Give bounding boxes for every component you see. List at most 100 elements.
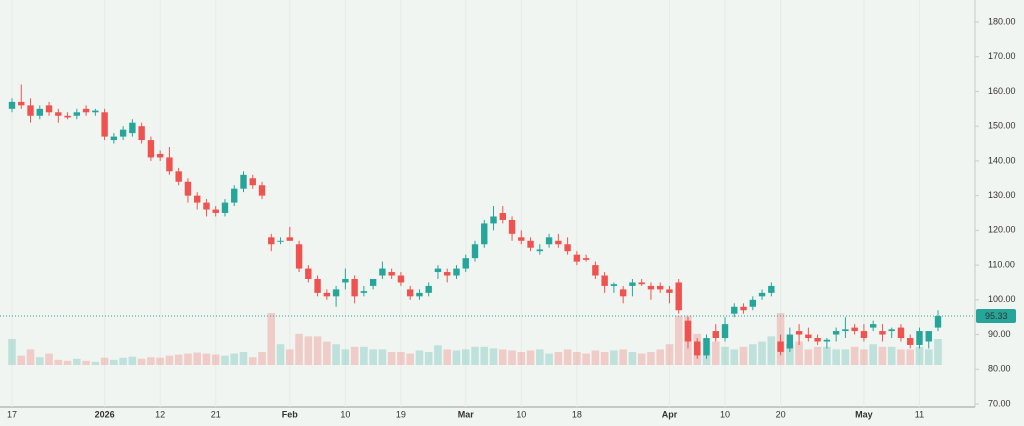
candle-body — [45, 105, 53, 113]
candle-body — [73, 112, 81, 116]
candle-body — [555, 240, 562, 245]
volume-bar — [795, 341, 803, 365]
candle-body — [675, 282, 682, 311]
candle-body — [527, 240, 534, 248]
volume-bar — [230, 353, 239, 365]
volume-bar — [63, 360, 72, 365]
volume-bar — [526, 350, 535, 365]
candle-body — [768, 285, 775, 293]
volume-bar — [184, 353, 192, 365]
volume-bar — [73, 358, 81, 365]
candle-body — [138, 126, 145, 141]
volume-bar — [591, 350, 600, 365]
volume-bar — [721, 346, 729, 365]
candle-body — [18, 101, 25, 106]
candle-body — [212, 209, 219, 213]
candle-body — [82, 108, 90, 113]
candle-body — [305, 268, 312, 279]
x-tick-label: 10 — [720, 409, 730, 419]
candle-body — [564, 244, 571, 252]
volume-bar — [323, 341, 331, 365]
candle-body — [221, 202, 229, 213]
candle-body — [295, 244, 303, 269]
volume-bar — [582, 353, 590, 365]
candle-body — [721, 324, 729, 339]
candle-body — [814, 338, 821, 342]
candle-body — [619, 289, 627, 297]
candle-body — [879, 331, 886, 335]
volume-bar — [739, 346, 748, 365]
volume-bar — [563, 349, 572, 365]
volume-bar — [665, 344, 674, 365]
candle-body — [869, 324, 877, 328]
candle-body — [712, 331, 719, 339]
candle-body — [795, 331, 803, 335]
candle-body — [471, 244, 479, 259]
x-tick-label: 18 — [572, 409, 582, 419]
y-tick-label: 100.00 — [988, 294, 1016, 304]
volume-bar — [332, 344, 340, 365]
volume-bar — [17, 355, 26, 365]
candle-body — [582, 258, 590, 260]
candle-body — [175, 171, 182, 182]
x-tick-label: Mar — [458, 409, 475, 419]
candle-body — [545, 237, 553, 245]
candle-body — [916, 331, 923, 345]
candle-body — [110, 136, 118, 141]
candle-body — [286, 237, 293, 241]
candle-layer — [8, 84, 942, 359]
y-tick-label: 170.00 — [988, 51, 1016, 61]
volume-bar — [869, 344, 877, 365]
candle-body — [518, 237, 525, 241]
volume-bar — [730, 349, 739, 365]
candle-body — [425, 285, 432, 293]
volume-bar — [489, 348, 498, 365]
candle-body — [657, 285, 664, 290]
candle-body — [444, 272, 451, 276]
candle-body — [832, 331, 840, 335]
candle-body — [610, 284, 618, 286]
volume-bar — [193, 352, 201, 365]
candle-body — [592, 265, 599, 276]
volume-bar — [239, 352, 248, 365]
volume-bar — [860, 349, 868, 365]
volume-bar — [415, 350, 424, 365]
volume-bar — [258, 352, 266, 365]
candle-body — [703, 338, 710, 356]
candle-body — [231, 188, 238, 203]
candle-body — [268, 237, 275, 245]
candle-body — [749, 299, 756, 307]
candle-body — [925, 331, 932, 342]
volume-bar — [110, 359, 118, 365]
volume-bar — [637, 353, 646, 365]
volume-bar — [508, 350, 516, 365]
volume-bar — [341, 349, 350, 365]
volume-bar — [165, 355, 174, 365]
volume-bar — [424, 352, 433, 365]
volume-bar — [628, 352, 637, 365]
volume-bar — [221, 355, 229, 365]
candle-body — [129, 122, 136, 134]
volume-bar — [267, 313, 276, 365]
volume-bar — [498, 349, 507, 365]
volume-bar — [841, 349, 850, 365]
candle-body — [573, 254, 581, 262]
x-tick-label: Feb — [282, 409, 299, 419]
volume-bar — [128, 356, 137, 365]
volume-bar — [758, 341, 766, 365]
candle-body — [907, 338, 914, 345]
x-tick-label: 10 — [516, 409, 526, 419]
candle-body — [860, 331, 868, 339]
volume-bar — [517, 352, 526, 365]
volume-bar — [26, 349, 35, 365]
candle-body — [777, 341, 784, 352]
x-tick-label: Apr — [662, 409, 678, 419]
volume-bar — [286, 349, 294, 365]
candle-body — [731, 306, 738, 314]
volume-bar — [804, 349, 813, 365]
candle-body — [758, 292, 766, 297]
candle-body — [888, 329, 895, 332]
volume-bar — [897, 349, 905, 365]
